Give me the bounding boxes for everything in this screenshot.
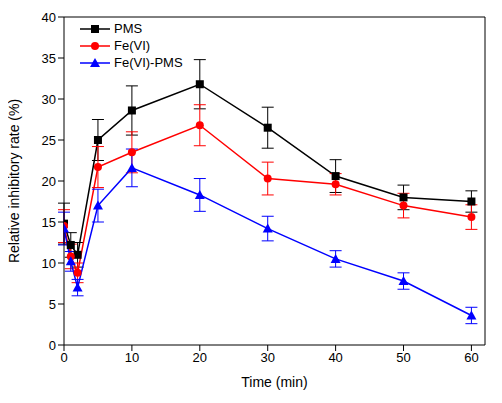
- svg-text:20: 20: [193, 350, 207, 365]
- svg-text:40: 40: [42, 10, 56, 25]
- svg-text:10: 10: [125, 350, 139, 365]
- svg-text:0: 0: [60, 350, 67, 365]
- svg-text:25: 25: [42, 133, 56, 148]
- html-text:Fe(VI)-PMS: Fe(VI)-PMS: [114, 55, 183, 70]
- html-text:PMS: PMS: [114, 21, 143, 36]
- html-text:Fe(VI): Fe(VI): [114, 38, 151, 53]
- svg-text:30: 30: [42, 92, 56, 107]
- svg-text:30: 30: [260, 350, 274, 365]
- svg-text:40: 40: [328, 350, 342, 365]
- svg-text:35: 35: [42, 51, 56, 66]
- svg-text:50: 50: [396, 350, 410, 365]
- svg-text:Relative inhibitory rate (%): Relative inhibitory rate (%): [8, 99, 22, 263]
- svg-text:0: 0: [49, 338, 56, 353]
- svg-text:20: 20: [42, 174, 56, 189]
- svg-text:Time (min): Time (min): [241, 374, 307, 390]
- svg-text:60: 60: [464, 350, 478, 365]
- svg-text:5: 5: [49, 297, 56, 312]
- svg-text:15: 15: [42, 215, 56, 230]
- svg-text:10: 10: [42, 256, 56, 271]
